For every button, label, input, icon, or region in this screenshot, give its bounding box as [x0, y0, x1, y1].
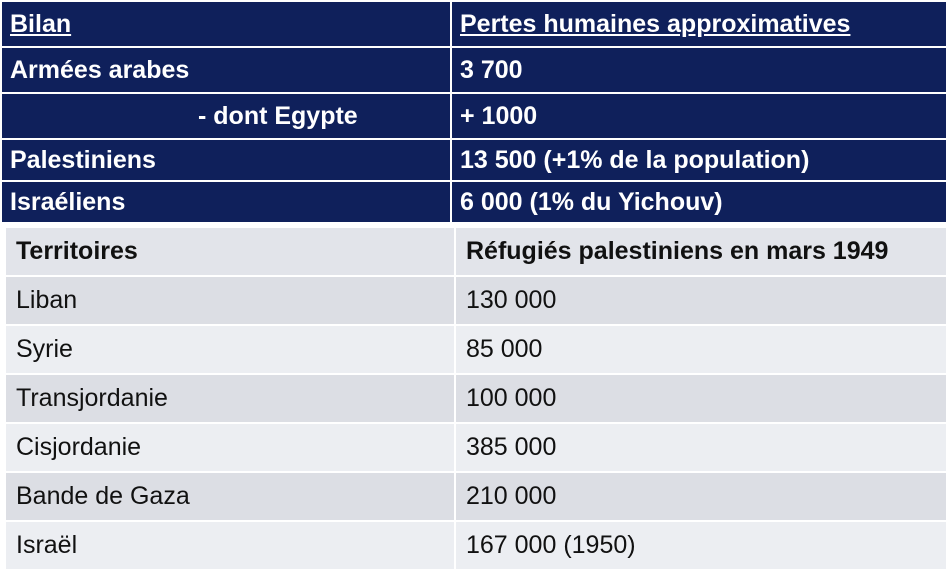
header-cell: Territoires	[4, 226, 456, 277]
cell: Palestiniens	[0, 138, 452, 182]
cell: Liban	[4, 275, 456, 326]
cell: Israéliens	[0, 180, 452, 224]
cell: 167 000 (1950)	[454, 520, 948, 570]
row: Israël 167 000 (1950)	[4, 520, 948, 570]
header-cell: Réfugiés palestiniens en mars 1949	[454, 226, 948, 277]
cell: 85 000	[454, 324, 948, 375]
cell: Israël	[4, 520, 456, 570]
row: Syrie 85 000	[4, 324, 948, 375]
row: Armées arabes 3 700	[0, 46, 948, 94]
losses-table: Bilan Pertes humaines approximatives Arm…	[0, 0, 948, 224]
cell: - dont Egypte	[0, 92, 452, 140]
cell: 6 000 (1% du Yichouv)	[450, 180, 948, 224]
header-row: Territoires Réfugiés palestiniens en mar…	[4, 226, 948, 277]
header-cell: Pertes humaines approximatives	[450, 0, 948, 48]
cell: 3 700	[450, 46, 948, 94]
cell: Syrie	[4, 324, 456, 375]
cell: 210 000	[454, 471, 948, 522]
row: Liban 130 000	[4, 275, 948, 326]
row: Transjordanie 100 000	[4, 373, 948, 424]
cell: Bande de Gaza	[4, 471, 456, 522]
cell: 130 000	[454, 275, 948, 326]
refugees-table: Territoires Réfugiés palestiniens en mar…	[4, 226, 948, 570]
cell: 13 500 (+1% de la population)	[450, 138, 948, 182]
cell: 385 000	[454, 422, 948, 473]
cell: + 1000	[450, 92, 948, 140]
row: - dont Egypte + 1000	[0, 92, 948, 140]
row: Cisjordanie 385 000	[4, 422, 948, 473]
header-row: Bilan Pertes humaines approximatives	[0, 0, 948, 48]
header-cell: Bilan	[0, 0, 452, 48]
row: Bande de Gaza 210 000	[4, 471, 948, 522]
cell: Armées arabes	[0, 46, 452, 94]
cell: Cisjordanie	[4, 422, 456, 473]
cell: 100 000	[454, 373, 948, 424]
cell: Transjordanie	[4, 373, 456, 424]
row: Palestiniens 13 500 (+1% de la populatio…	[0, 138, 948, 182]
row: Israéliens 6 000 (1% du Yichouv)	[0, 180, 948, 224]
